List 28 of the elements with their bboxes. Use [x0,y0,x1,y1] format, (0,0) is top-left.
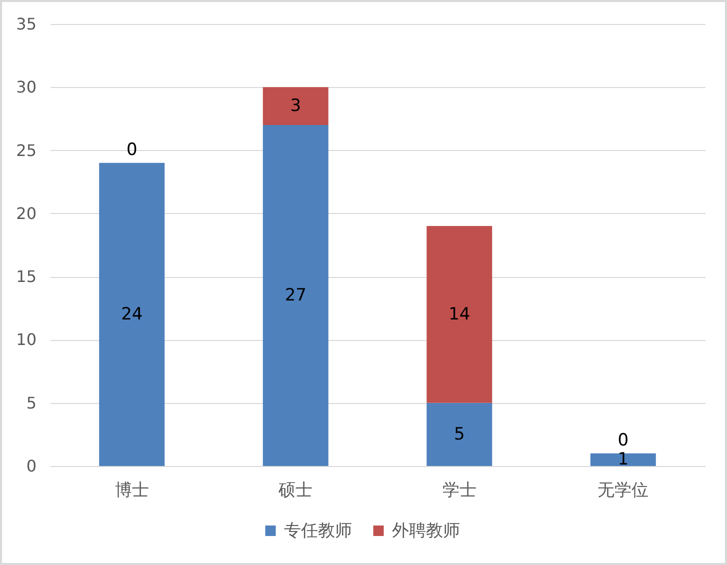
data-label: 24 [121,304,143,324]
data-label: 5 [454,424,465,444]
y-tick-label: 10 [16,330,36,350]
bar [590,453,656,466]
bar [262,87,328,126]
x-tick-label: 无学位 [598,480,649,500]
bar [262,125,328,466]
bar [426,226,492,403]
legend-label: 外聘教师 [392,520,460,541]
x-tick-label: 学士 [442,480,476,500]
data-label: 0 [618,430,629,450]
y-tick-label: 30 [16,78,36,97]
data-label: 27 [284,286,306,306]
y-tick-label: 5 [26,393,36,412]
data-label: 0 [126,140,138,160]
data-label: 14 [448,304,470,324]
bar [426,402,492,466]
bar [99,162,165,466]
y-tick-label: 20 [16,204,36,223]
x-tick-label: 硕士 [278,480,313,500]
y-tick-label: 35 [16,14,36,34]
data-label: 3 [290,96,302,116]
x-tick-label: 博士 [114,480,149,500]
legend-label: 专任教师 [284,520,352,541]
y-tick-label: 15 [16,267,36,286]
y-tick-label: 0 [26,456,36,476]
data-label: 1 [618,450,629,470]
y-tick-label: 25 [16,140,36,160]
